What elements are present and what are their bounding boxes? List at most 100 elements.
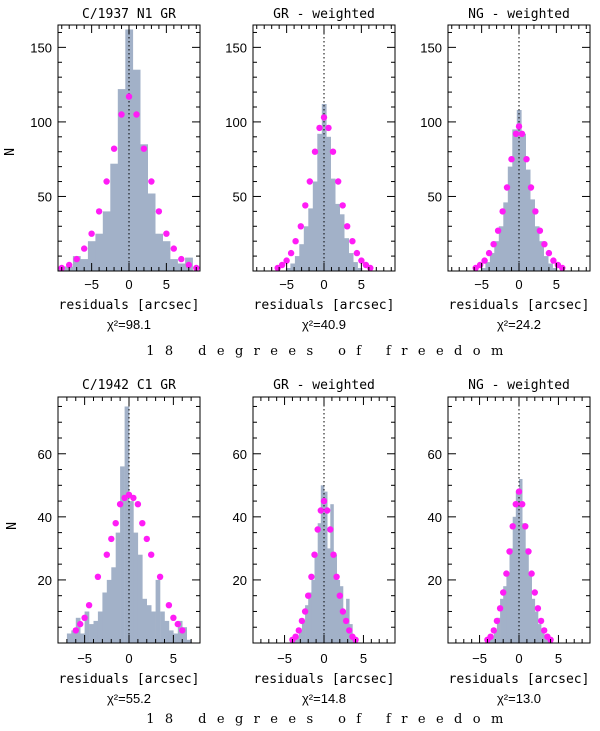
histogram-bar (133, 532, 139, 643)
histogram-bar (512, 516, 517, 643)
model-point (72, 627, 80, 634)
chi-square-value: χ²=40.9 (302, 317, 346, 332)
histogram-bar (186, 639, 192, 643)
model-point (550, 257, 557, 264)
model-point (499, 208, 506, 215)
histogram-bar (344, 238, 349, 271)
model-point (541, 241, 548, 248)
histogram-bar (507, 166, 513, 271)
histogram-bar (299, 244, 305, 271)
model-point (311, 148, 319, 155)
histogram-bar (539, 241, 544, 271)
histogram-bar (326, 136, 331, 271)
histogram-bar (147, 193, 156, 271)
model-point (148, 178, 155, 185)
histogram-bar (342, 611, 347, 643)
model-point (339, 202, 346, 209)
x-axis-label: residuals [arcsec] (59, 298, 200, 313)
model-point (116, 501, 124, 508)
model-point (336, 592, 343, 599)
chi-square-value: χ²=24.2 (497, 317, 541, 332)
histogram-bar (111, 567, 116, 643)
model-point (349, 238, 356, 245)
model-point (532, 208, 539, 215)
x-tick-label: −5 (277, 651, 292, 666)
histogram-bar (89, 624, 94, 643)
histogram-bar (543, 256, 549, 271)
model-point (515, 123, 523, 130)
panel-title: NG - weighted (468, 7, 570, 22)
y-tick-label: 50 (428, 189, 442, 204)
model-point (487, 633, 494, 640)
x-axis-label: residuals [arcsec] (449, 298, 590, 313)
x-tick-label: 0 (320, 651, 327, 666)
histogram-bar (528, 573, 532, 643)
y-tick-label: 100 (225, 115, 247, 130)
model-point (81, 245, 88, 252)
model-dots (289, 497, 359, 643)
model-point (481, 257, 488, 264)
dof-label-row-0: 18 degrees of freedom (146, 344, 513, 359)
histogram-bar (66, 633, 72, 643)
model-point (108, 535, 115, 543)
model-point (278, 261, 286, 269)
model-point (163, 230, 170, 237)
histogram-bar (80, 259, 89, 271)
model-point (179, 627, 186, 634)
x-tick-label: 5 (358, 277, 365, 292)
model-point (170, 245, 177, 252)
y-tick-label: 40 (38, 510, 52, 525)
panel-0-1: −5 0 5 50 100 150 GR - weighted residuals [arcs… (225, 7, 396, 332)
histogram-bar (120, 466, 125, 643)
model-point (125, 93, 133, 100)
model-point (73, 255, 80, 263)
histogram-bar (485, 262, 491, 271)
model-point (317, 507, 324, 514)
histogram-bars (480, 110, 558, 271)
model-point (155, 208, 163, 215)
model-point (503, 570, 510, 577)
model-point (325, 124, 332, 132)
histogram-bar (87, 241, 96, 271)
model-point (353, 249, 361, 257)
histogram-bar (115, 532, 121, 643)
x-axis-label: residuals [arcsec] (449, 672, 590, 687)
histogram-bar (162, 241, 171, 271)
histogram-bar (71, 630, 76, 643)
model-point (525, 548, 532, 555)
histogram-bar (480, 268, 486, 271)
model-point (297, 223, 304, 230)
model-point (518, 130, 526, 137)
model-point (528, 570, 535, 577)
model-point (140, 145, 148, 152)
model-point (327, 526, 334, 533)
x-tick-label: 0 (515, 277, 522, 292)
x-axis-label: residuals [arcsec] (254, 672, 395, 687)
histogram-bar (531, 598, 536, 643)
histogram-bar (339, 214, 345, 271)
histogram-bar (308, 592, 312, 643)
histogram-bar (80, 633, 85, 643)
model-point (531, 589, 538, 596)
model-dots (274, 114, 374, 272)
panel-1-1: −5 0 5 20 40 60 GR - weighted residuals [arcsec… (233, 378, 396, 706)
histogram-bar (317, 133, 323, 271)
model-point (165, 602, 173, 609)
model-point (330, 551, 337, 558)
histogram-bar (84, 611, 90, 643)
histogram-bar (290, 263, 296, 271)
model-point (311, 551, 318, 558)
panel-1-0: −5 0 5 20 40 60 C/1942 C1 GR residuals [arcsec]… (5, 378, 201, 706)
model-point (490, 627, 497, 634)
model-point (329, 148, 337, 155)
model-point (493, 617, 501, 625)
model-point (500, 589, 507, 596)
histogram-bar (155, 233, 163, 271)
histogram-bars (292, 485, 356, 643)
histogram-bar (330, 178, 336, 271)
chi-square-value: χ²=13.0 (497, 691, 541, 706)
histogram-bar (503, 586, 507, 643)
model-point (185, 261, 192, 269)
x-tick-label: 0 (320, 277, 327, 292)
histogram-bar (525, 169, 531, 271)
